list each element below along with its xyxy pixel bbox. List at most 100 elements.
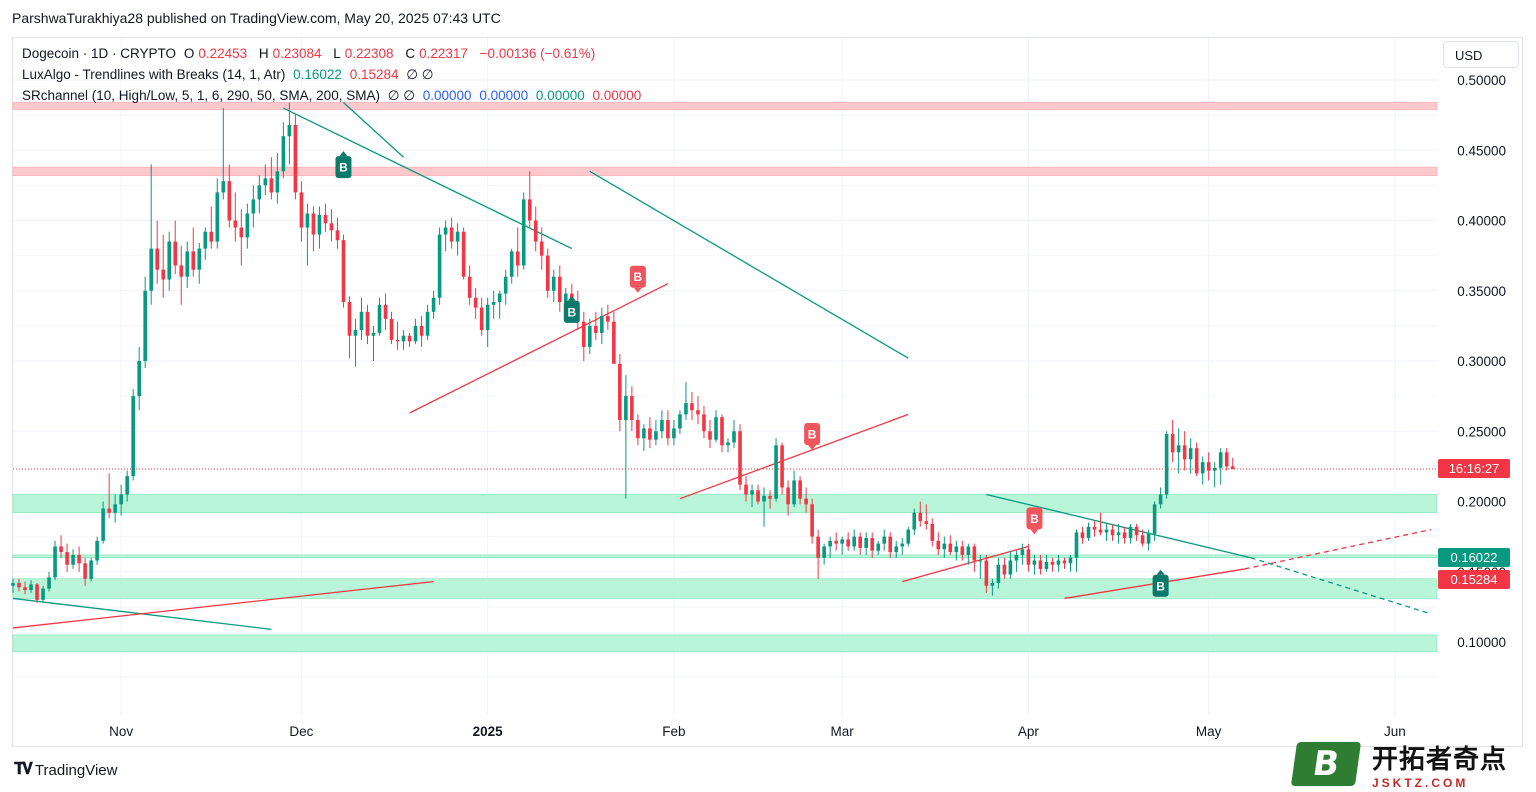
- candle: [377, 297, 382, 336]
- candle-body: [804, 498, 808, 505]
- break-marker-box: [1152, 574, 1169, 597]
- candle: [521, 192, 526, 270]
- candle-body: [221, 181, 226, 193]
- candle-body: [551, 276, 556, 291]
- candle: [738, 424, 742, 491]
- candle-body: [936, 540, 941, 550]
- candle: [455, 223, 460, 256]
- candle-body: [666, 420, 670, 439]
- candle: [149, 164, 153, 305]
- candle: [389, 311, 394, 345]
- candle-body: [251, 199, 256, 214]
- candle-body: [425, 311, 430, 336]
- candle: [1068, 554, 1073, 572]
- candle: [281, 122, 286, 179]
- publisher-line: ParshwaTurakhiya28 published on TradingV…: [12, 10, 501, 26]
- candle-body: [287, 124, 292, 137]
- candle: [293, 113, 298, 200]
- candle-body: [377, 304, 382, 333]
- y-tick-label: 0.50000: [1457, 73, 1506, 88]
- candle: [606, 304, 610, 331]
- candle-body: [630, 396, 634, 421]
- support-zone: [12, 578, 1438, 599]
- break-markers: B B B B B B: [335, 151, 1169, 597]
- candle: [1164, 431, 1169, 499]
- candle: [401, 330, 406, 350]
- candle-body: [281, 136, 286, 172]
- candle-body: [125, 476, 129, 495]
- candle-body: [437, 234, 442, 298]
- low-label: L: [333, 46, 341, 61]
- candle-body: [1224, 452, 1229, 467]
- candle-body: [173, 241, 178, 266]
- candle-body: [1164, 434, 1169, 495]
- candle-body: [1116, 532, 1121, 536]
- symbol-label[interactable]: Dogecoin · 1D · CRYPTO: [22, 46, 177, 61]
- candle: [1200, 456, 1205, 485]
- break-marker-pointer: [1156, 569, 1165, 575]
- candle-body: [1212, 467, 1217, 471]
- candle-body: [509, 251, 514, 277]
- candle: [894, 540, 899, 558]
- legend-indicator-srchannel[interactable]: SRchannel (10, High/Low, 5, 1, 6, 290, 5…: [22, 88, 645, 104]
- candle: [119, 484, 123, 516]
- candle: [600, 307, 604, 345]
- break-marker-bear: B: [1026, 507, 1043, 535]
- candle-body: [774, 445, 778, 499]
- candle: [630, 386, 634, 432]
- candle: [77, 546, 81, 572]
- candle: [678, 410, 682, 435]
- candle: [612, 311, 616, 364]
- x-tick-label: May: [1196, 724, 1222, 739]
- candle: [918, 501, 923, 527]
- candle: [732, 420, 736, 449]
- candle: [215, 178, 220, 249]
- candle: [774, 438, 778, 502]
- candle: [359, 297, 364, 340]
- candle-body: [642, 428, 646, 439]
- legend-indicator-luxalgo[interactable]: LuxAlgo - Trendlines with Breaks (14, 1,…: [22, 67, 438, 83]
- candle: [173, 220, 178, 274]
- candle-body: [660, 420, 664, 432]
- candle-body: [600, 316, 604, 333]
- candle: [936, 532, 941, 555]
- break-marker-label: B: [567, 305, 576, 319]
- candle-body: [293, 124, 298, 193]
- candle-body: [395, 339, 400, 342]
- candle: [53, 540, 57, 581]
- candle-body: [1206, 462, 1211, 471]
- candle: [1212, 462, 1217, 488]
- countdown-tag: 16:16:27: [1438, 459, 1510, 478]
- candle: [888, 532, 893, 558]
- candle-body: [257, 185, 262, 200]
- candle-body: [35, 584, 39, 600]
- candle: [1128, 523, 1133, 544]
- break-marker-box: [804, 423, 821, 446]
- candle: [1188, 438, 1193, 474]
- x-tick-label: Mar: [831, 724, 855, 739]
- candle: [233, 192, 238, 242]
- candle: [1182, 431, 1187, 471]
- watermark: B 开拓者奇点 JSKTZ.COM: [1290, 738, 1534, 790]
- currency-button[interactable]: USD: [1443, 41, 1519, 68]
- tradingview-logo[interactable]: 𝐓𝐕 TradingView: [14, 761, 117, 779]
- candle: [1032, 554, 1037, 575]
- candle: [287, 102, 292, 165]
- candle: [17, 578, 21, 592]
- candle-body: [461, 231, 466, 277]
- candle: [1158, 487, 1163, 509]
- candle-body: [557, 276, 562, 302]
- candle-body: [930, 523, 935, 541]
- chart-frame[interactable]: [12, 37, 1523, 747]
- candle: [636, 414, 640, 446]
- candle-body: [714, 417, 718, 440]
- candle-body: [245, 213, 250, 238]
- candle: [906, 526, 911, 547]
- candle-body: [690, 403, 694, 411]
- candle: [1152, 501, 1157, 541]
- tradingview-mark-icon: 𝐓𝐕: [14, 761, 33, 778]
- candle: [726, 438, 730, 453]
- candle: [479, 297, 484, 336]
- candle: [1170, 420, 1175, 463]
